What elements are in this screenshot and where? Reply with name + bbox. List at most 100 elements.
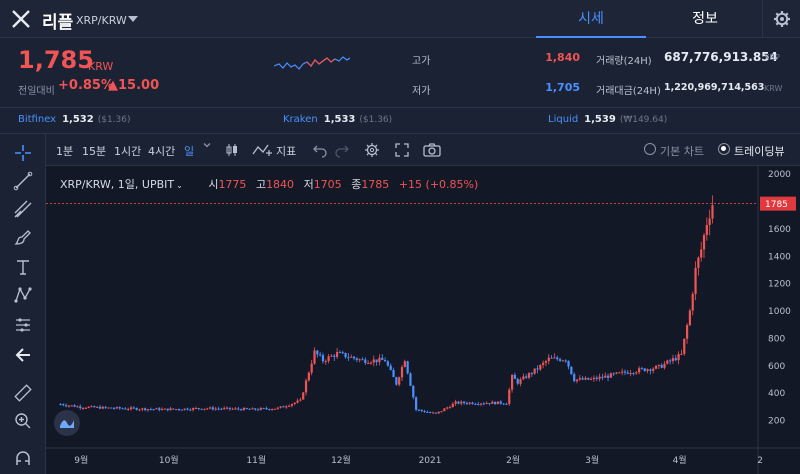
candle-body [127, 409, 130, 411]
candle-body [321, 355, 325, 362]
candle-body [683, 338, 686, 354]
ruler-icon [14, 384, 32, 402]
candle-body [333, 355, 336, 357]
candle-body [73, 405, 76, 407]
interval-15m[interactable]: 15분 [82, 145, 107, 158]
low-label: 저가 [412, 86, 431, 97]
candle-body [457, 401, 460, 404]
undo-icon [313, 145, 327, 158]
interval-1m[interactable]: 1분 [56, 145, 74, 158]
undo-button[interactable] [310, 140, 330, 160]
chart-settings-button[interactable] [362, 140, 382, 160]
candle-body [674, 358, 677, 361]
exchange-price: 1,539 [584, 114, 616, 125]
y-tick-label: 1200 [768, 280, 791, 290]
trendline-tool[interactable] [12, 170, 34, 192]
indicator-button[interactable] [252, 140, 272, 160]
legend-symbol[interactable]: XRP/KRW, 1일, UPBIT [60, 178, 175, 191]
amount-value: 1,220,969,714,563 [664, 82, 765, 93]
candle-body [81, 407, 85, 409]
settings-button[interactable] [762, 0, 800, 38]
candle-body [271, 409, 274, 411]
legend-close-label: 종 [351, 178, 362, 191]
brush-tool[interactable] [12, 226, 34, 248]
candle-body [200, 408, 203, 410]
interval-4h[interactable]: 4시간 [148, 145, 176, 158]
candle-body [335, 352, 339, 357]
exchange-name: Bitfinex [18, 114, 57, 125]
chart-canvas[interactable]: 2004006008001000120014001600180020009월10… [46, 166, 800, 474]
chevron-down-icon[interactable]: ⌄ [176, 181, 183, 190]
candle-body [516, 378, 519, 384]
tradingview-label[interactable]: 트레이딩뷰 [734, 145, 785, 158]
x-tick-label: 11월 [246, 454, 266, 466]
indicator-label[interactable]: 지표 [276, 145, 297, 158]
basic-chart-label[interactable]: 기본 차트 [660, 145, 704, 158]
exchange-kraken: Kraken 1,533 ($1.36) [283, 114, 392, 125]
crosshair-tool[interactable] [12, 142, 34, 164]
pattern-tool[interactable] [12, 284, 34, 306]
candle-body [299, 399, 302, 401]
candle-body [646, 369, 649, 372]
ruler-tool[interactable] [12, 382, 34, 404]
back-tool[interactable] [12, 344, 34, 366]
text-tool[interactable] [12, 256, 34, 278]
interval-1d[interactable]: 일 [184, 145, 195, 158]
candle-body [635, 372, 638, 374]
chart-legend: XRP/KRW, 1일, UPBIT ⌄ 시1775 고1840 저1705 종1… [60, 176, 478, 192]
fullscreen-button[interactable] [392, 140, 412, 160]
chart-type-button[interactable] [222, 140, 242, 160]
tradingview-radio[interactable] [718, 143, 730, 155]
candle-body [426, 411, 429, 413]
candle-body [285, 406, 288, 408]
coin-pair: XRP/KRW [76, 14, 127, 27]
candle-body [485, 403, 488, 405]
tab-quote[interactable]: 시세 [536, 0, 646, 38]
candle-body [101, 406, 104, 409]
candle-body [383, 360, 387, 362]
candle-body [609, 373, 612, 378]
zoom-tool[interactable] [12, 410, 34, 432]
tab-info[interactable]: 정보 [692, 11, 718, 27]
exchange-price: 1,532 [62, 114, 94, 125]
candle-body [344, 352, 347, 358]
interval-1h[interactable]: 1시간 [114, 145, 142, 158]
screenshot-button[interactable] [422, 140, 442, 160]
candle-body [231, 408, 234, 410]
y-tick-label: 2000 [768, 170, 791, 180]
candle-body [530, 373, 533, 375]
candle-body [313, 350, 316, 364]
candle-body [225, 407, 229, 409]
y-tick-label: 200 [768, 417, 785, 427]
candle-body [398, 377, 401, 385]
measure-tool[interactable] [12, 314, 34, 336]
candle-body [211, 407, 214, 410]
candle-body [415, 397, 418, 410]
candle-body [189, 409, 192, 411]
candle-body [304, 380, 308, 393]
candle-body [166, 408, 169, 411]
candle-body [352, 356, 356, 359]
candle-body [287, 405, 291, 407]
pattern-icon [14, 287, 32, 303]
candle-body [527, 373, 531, 378]
interval-dropdown[interactable] [202, 140, 212, 153]
candle-body [474, 403, 477, 405]
candle-body [245, 408, 248, 410]
candle-body [660, 364, 663, 368]
candle-body [293, 402, 296, 405]
candle-body [601, 376, 604, 378]
x-tick-label: 2 [757, 456, 763, 466]
candle-body [488, 403, 491, 405]
fib-icon [14, 200, 32, 218]
fib-tool[interactable] [12, 198, 34, 220]
candle-body [104, 406, 107, 408]
redo-button[interactable] [332, 140, 352, 160]
price-chart[interactable]: 2004006008001000120014001600180020009월10… [46, 166, 800, 474]
basic-chart-radio[interactable] [644, 143, 656, 155]
go-to-realtime-button[interactable] [54, 410, 80, 436]
magnet-tool[interactable] [12, 448, 34, 470]
candle-body [429, 412, 432, 414]
candle-body [573, 374, 576, 382]
chevron-down-icon[interactable] [128, 16, 138, 22]
